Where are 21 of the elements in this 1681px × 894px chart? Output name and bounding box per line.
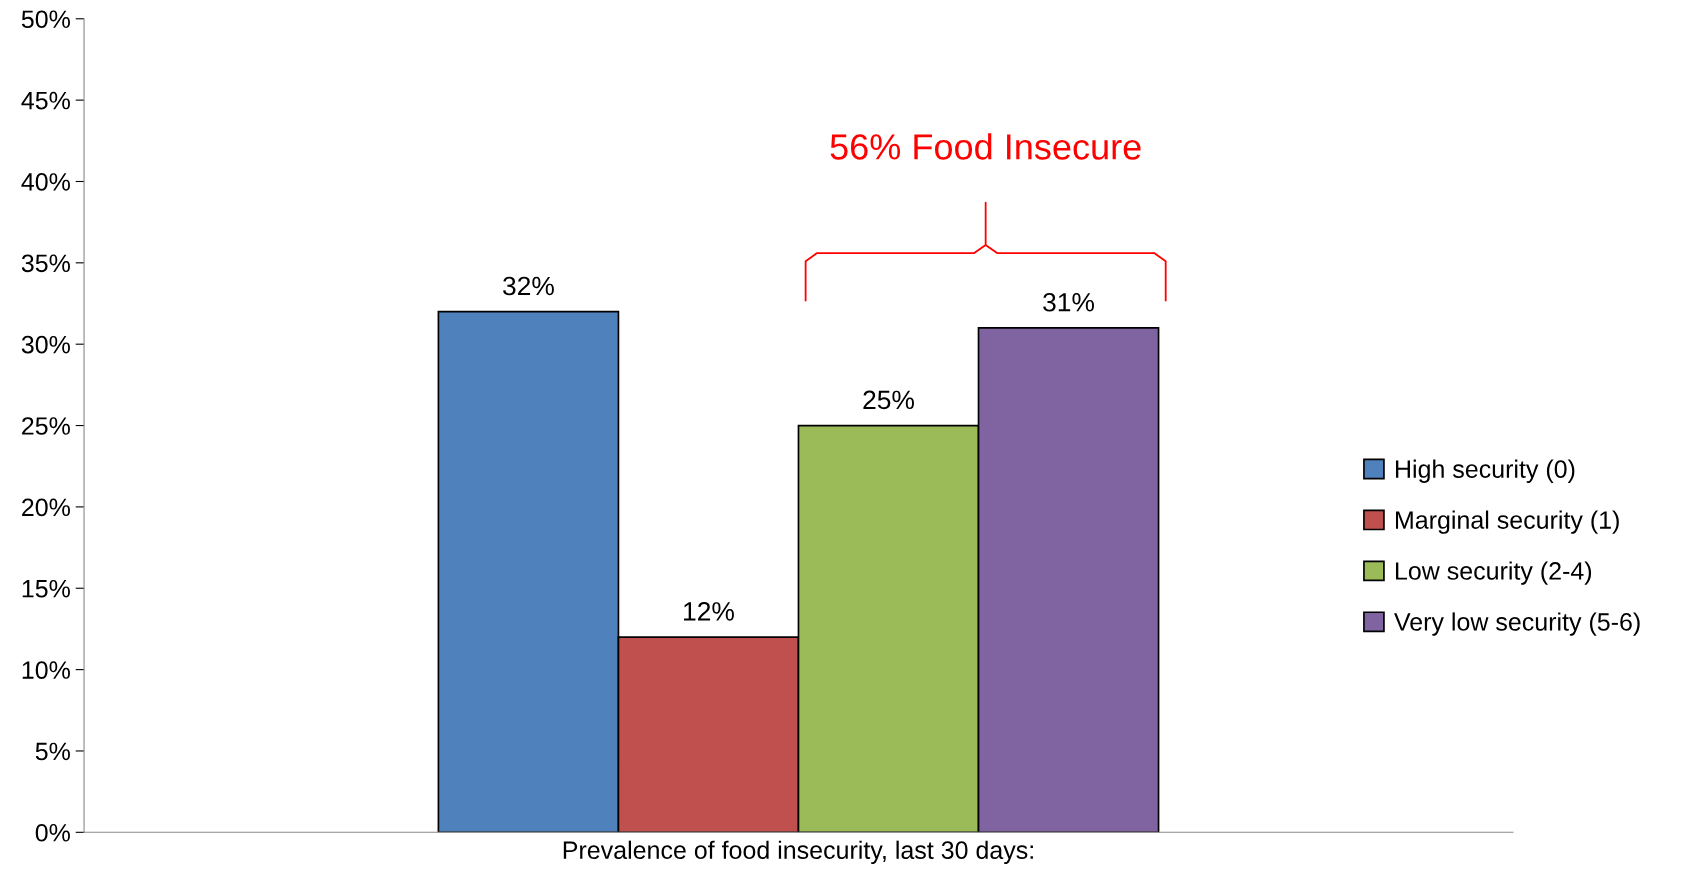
text: 32% (503, 276, 554, 296)
y-tick-label: 10% (22, 661, 70, 679)
y-tick-label: 30% (21, 335, 70, 354)
legend-label: High security (0) (1395, 459, 1575, 483)
y-tick-label: 25% (22, 417, 70, 435)
annotation: 56% Food Insecure (830, 133, 1141, 160)
y-tick-label: 0% (35, 823, 70, 842)
y-tick-label: 50% (21, 10, 70, 29)
y-tick-label: 45% (21, 91, 70, 110)
y-tick-label: 20% (22, 498, 70, 517)
text: 12% (684, 602, 734, 621)
legend-label: Low security (2-4) (1395, 561, 1592, 585)
text: 31% (1043, 292, 1094, 312)
text: 25% (863, 390, 914, 410)
x-axis-title: Prevalence of food insecurity, last 30 days: (563, 840, 1033, 864)
y-tick-label: 35% (21, 254, 70, 273)
y-tick-label: 15% (22, 579, 70, 598)
legend-label: Marginal security (1) (1395, 510, 1619, 534)
y-tick-label: 40% (21, 173, 70, 191)
y-tick-label: 5% (35, 742, 70, 761)
legend-label: Very low security (5-6) (1394, 612, 1640, 636)
